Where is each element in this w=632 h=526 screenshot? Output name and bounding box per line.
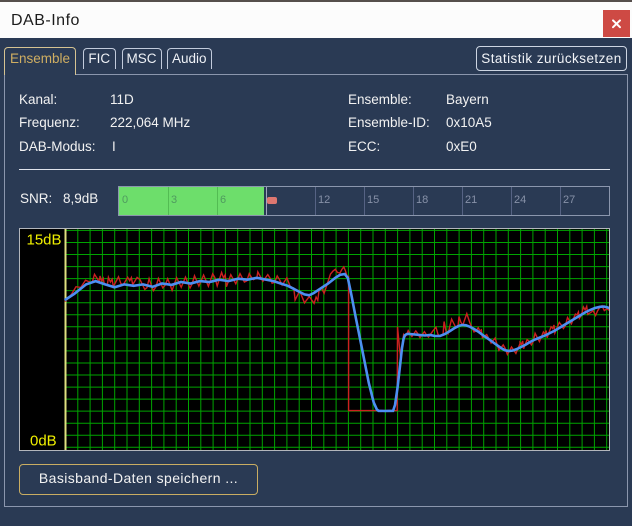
svg-text:15dB: 15dB (27, 232, 62, 249)
svg-text:0dB: 0dB (30, 433, 57, 450)
